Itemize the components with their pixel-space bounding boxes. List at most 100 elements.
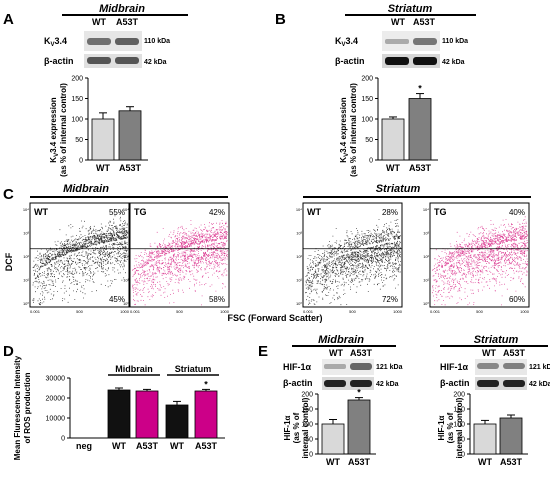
bar (118, 110, 142, 161)
bar (473, 423, 497, 455)
flow-bottom-percent: 72% (382, 295, 398, 304)
flow-y-tick: 10⁰ (423, 301, 429, 306)
x-category-label: WT (386, 163, 400, 173)
flow-x-tick: 500 (76, 309, 83, 314)
significance-marker: * (204, 379, 208, 389)
x-category-label: A53T (195, 441, 218, 451)
panel-a-loading-label: β-actin (44, 56, 74, 66)
flow-y-tick: 10² (423, 254, 429, 259)
panel-e-right-blot-label: HIF-1α (440, 362, 469, 372)
panel-b-actin-band-wt (385, 57, 409, 65)
y-tick-label: 0 (461, 452, 465, 459)
x-category-label: A53T (500, 457, 523, 467)
y-tick-label: 100 (301, 422, 313, 429)
panel-e-right-band-wt (477, 363, 499, 369)
flow-top-percent: 55% (109, 208, 125, 217)
flow-y-tick: 10⁰ (23, 301, 29, 306)
bar (165, 404, 189, 439)
panel-d-ylabel-1: Mean Flurescence Intensity (13, 355, 22, 460)
panel-a-actin-band-wt (87, 57, 111, 64)
bar (381, 118, 405, 161)
panel-b-actin-band-a53t (413, 57, 437, 65)
panel-d: D Mean Flurescence Intensity of ROS prod… (3, 343, 225, 460)
panel-e-right-ylabel-1: HIF-1α (437, 415, 446, 440)
flow-x-tick: 0.001 (303, 309, 314, 314)
panel-d-group-striatum: Striatum (175, 364, 212, 374)
panel-a-blot-label: KV3.4 (44, 36, 67, 48)
panel-b: B Striatum WT A53T KV3.4 110 kDa β-actin… (275, 3, 476, 177)
y-tick-label: 200 (361, 76, 373, 83)
panel-e-right-blot-kda: 121 kDa (529, 364, 550, 371)
panel-d-group-midbrain: Midbrain (115, 364, 153, 374)
flow-y-tick: 10³ (296, 231, 302, 236)
panel-b-band-wt (385, 39, 409, 44)
panel-d-ylabel-2: of ROS production (23, 372, 32, 443)
panel-e-right-actin-band-wt (477, 380, 499, 387)
y-tick-label: 50 (457, 437, 465, 444)
panel-c-letter: C (3, 186, 14, 203)
flow-y-tick: 10¹ (123, 278, 129, 283)
panel-e-left-ylabel-2: (as % of (292, 412, 301, 443)
flow-plot-3: WT 28% 72% 0.001 500 1000 10⁴ 10³ 10² 10¹ 10⁰ (296, 202, 403, 314)
x-category-label: A53T (136, 441, 159, 451)
flow-y-tick: 10¹ (296, 278, 302, 283)
y-tick-label: 100 (361, 117, 373, 124)
flow-y-tick: 10² (23, 254, 29, 259)
panel-b-blot-membrane (382, 31, 440, 51)
flow-bottom-percent: 45% (109, 295, 125, 304)
flow-y-tick: 10³ (423, 231, 429, 236)
flow-x-tick: 1000 (120, 309, 130, 314)
panel-a-letter: A (3, 11, 14, 28)
panel-a-region: Midbrain (99, 3, 145, 15)
panel-e-left-actin-band-wt (324, 380, 346, 387)
panel-b-lane-wt: WT (391, 17, 405, 27)
panel-e-right-ylabel-2: (as % of (446, 412, 455, 443)
y-tick-label: 10000 (46, 416, 66, 423)
panel-e-right-lane-a53t: A53T (503, 348, 526, 358)
flow-plot-frame (429, 202, 530, 308)
flow-x-tick: 500 (176, 309, 183, 314)
flow-x-tick: 0.001 (130, 309, 141, 314)
bar (321, 423, 345, 455)
panel-e-left-loading-kda: 42 kDa (376, 381, 399, 388)
flow-y-tick: 10⁴ (423, 207, 429, 212)
panel-e-region-right: Striatum (474, 334, 519, 346)
x-category-label: A53T (409, 163, 432, 173)
flow-top-percent: 40% (509, 208, 525, 217)
x-category-label: A53T (119, 163, 142, 173)
panel-b-lane-a53t: A53T (413, 17, 436, 27)
significance-marker: * (418, 84, 422, 94)
y-tick-label: 150 (453, 407, 465, 414)
y-tick-label: 50 (305, 437, 313, 444)
panel-a-loading-kda: 42 kDa (144, 59, 167, 66)
panel-b-bar-chart: 0 50 100 150 200 WT * A53T (361, 76, 438, 173)
panel-a-band-a53t (115, 38, 139, 45)
panel-e-left-ylabel-3: internal control) (301, 397, 310, 458)
flow-cytometry-plots: WT 55% 45% 0.001 500 1000 10⁴ 10³ 10² 10¹ 10⁰ TG 42%… (23, 202, 530, 314)
panel-e-left-blot-kda: 121 kDa (376, 364, 403, 371)
flow-x-tick: 1000 (520, 309, 530, 314)
panel-a-actin-band-a53t (115, 57, 139, 64)
panel-e-left-ylabel-1: HIF-1α (283, 415, 292, 440)
panel-e-right-loading-kda: 42 kDa (529, 381, 550, 388)
panel-b-loading-label: β-actin (335, 56, 365, 66)
y-tick-label: 100 (71, 117, 83, 124)
y-tick-label: 150 (301, 407, 313, 414)
panel-c: C Midbrain Striatum DCF FSC (Forward Sca… (3, 183, 531, 323)
y-tick-label: 200 (301, 392, 313, 399)
bar (408, 98, 432, 161)
flow-x-tick: 0.001 (30, 309, 41, 314)
bar (91, 118, 115, 161)
panel-b-ylabel-2: (as % of internal control) (349, 83, 358, 177)
panel-a: A Midbrain WT A53T KV3.4 110 kDa β-actin… (3, 3, 188, 177)
flow-plot-2: TG 42% 58% 0.001 500 1000 10⁴ 10³ 10² 10¹ 10⁰ (123, 202, 230, 314)
flow-bottom-percent: 58% (209, 295, 225, 304)
flow-y-tick: 10¹ (23, 278, 29, 283)
y-tick-label: 50 (365, 137, 373, 144)
panel-b-letter: B (275, 11, 286, 28)
y-tick-label: 200 (71, 76, 83, 83)
flow-x-tick: 0.001 (430, 309, 441, 314)
panel-a-lane-a53t: A53T (116, 17, 139, 27)
panel-d-letter: D (3, 343, 14, 360)
